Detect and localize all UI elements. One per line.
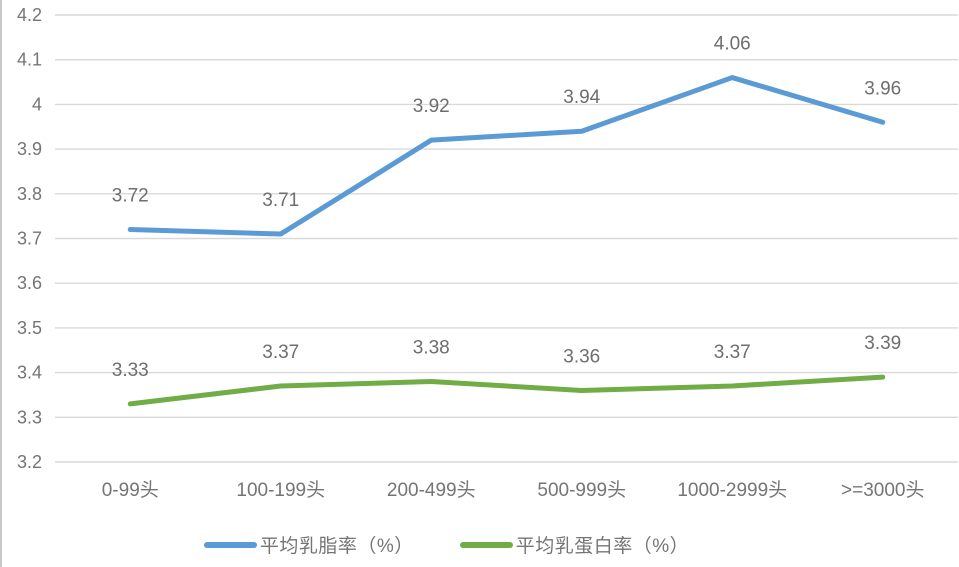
y-tick-label: 4.1 xyxy=(17,50,42,70)
y-tick-label: 3.6 xyxy=(17,273,42,293)
data-label: 3.33 xyxy=(112,360,149,381)
chart-plot-area: 3.23.33.43.53.63.73.83.944.14.20-99头 100-… xyxy=(17,5,958,501)
y-tick-label: 3.5 xyxy=(17,318,42,338)
data-label: 3.39 xyxy=(864,333,901,354)
y-tick-label: 3.8 xyxy=(17,184,42,204)
y-tick-label: 3.4 xyxy=(17,363,42,383)
legend-swatch-milk-fat-icon xyxy=(203,541,257,548)
y-tick-label: 3.2 xyxy=(17,452,42,472)
data-label: 3.96 xyxy=(864,78,901,99)
data-label: 3.37 xyxy=(714,342,751,363)
series-line-1 xyxy=(127,374,886,407)
legend-label-milk-protein: 平均乳蛋白率（%） xyxy=(515,536,690,557)
data-label: 3.72 xyxy=(112,186,149,207)
series-line-0 xyxy=(127,75,886,237)
y-tick-label: 4 xyxy=(32,94,42,114)
x-axis-label: 200-499头 xyxy=(387,479,476,501)
y-tick-label: 3.9 xyxy=(17,139,42,159)
data-label: 3.36 xyxy=(563,346,600,367)
legend-label-milk-fat: 平均乳脂率（%） xyxy=(259,536,414,557)
data-label: 3.38 xyxy=(413,338,450,359)
data-label: 4.06 xyxy=(714,34,751,55)
legend-swatch-milk-protein-icon xyxy=(459,541,513,548)
x-axis-label: >=3000头 xyxy=(841,479,924,501)
x-axis-label: 500-999头 xyxy=(537,479,626,501)
x-axis-label: 0-99头 xyxy=(102,479,159,501)
legend: 平均乳脂率（%） 平均乳蛋白率（%） xyxy=(2,531,926,558)
x-axis-label: 100-199头 xyxy=(236,479,325,501)
legend-item-milk-fat: 平均乳脂率（%） xyxy=(203,531,414,558)
data-label: 3.94 xyxy=(563,87,600,108)
legend-item-milk-protein: 平均乳蛋白率（%） xyxy=(459,531,690,558)
y-tick-label: 4.2 xyxy=(17,5,42,25)
x-axis-label: 1000-2999头 xyxy=(677,479,787,501)
y-tick-label: 3.3 xyxy=(17,407,42,427)
y-tick-label: 3.7 xyxy=(17,229,42,249)
data-label: 3.71 xyxy=(262,190,299,211)
data-label: 3.37 xyxy=(262,342,299,363)
data-label: 3.92 xyxy=(413,96,450,117)
